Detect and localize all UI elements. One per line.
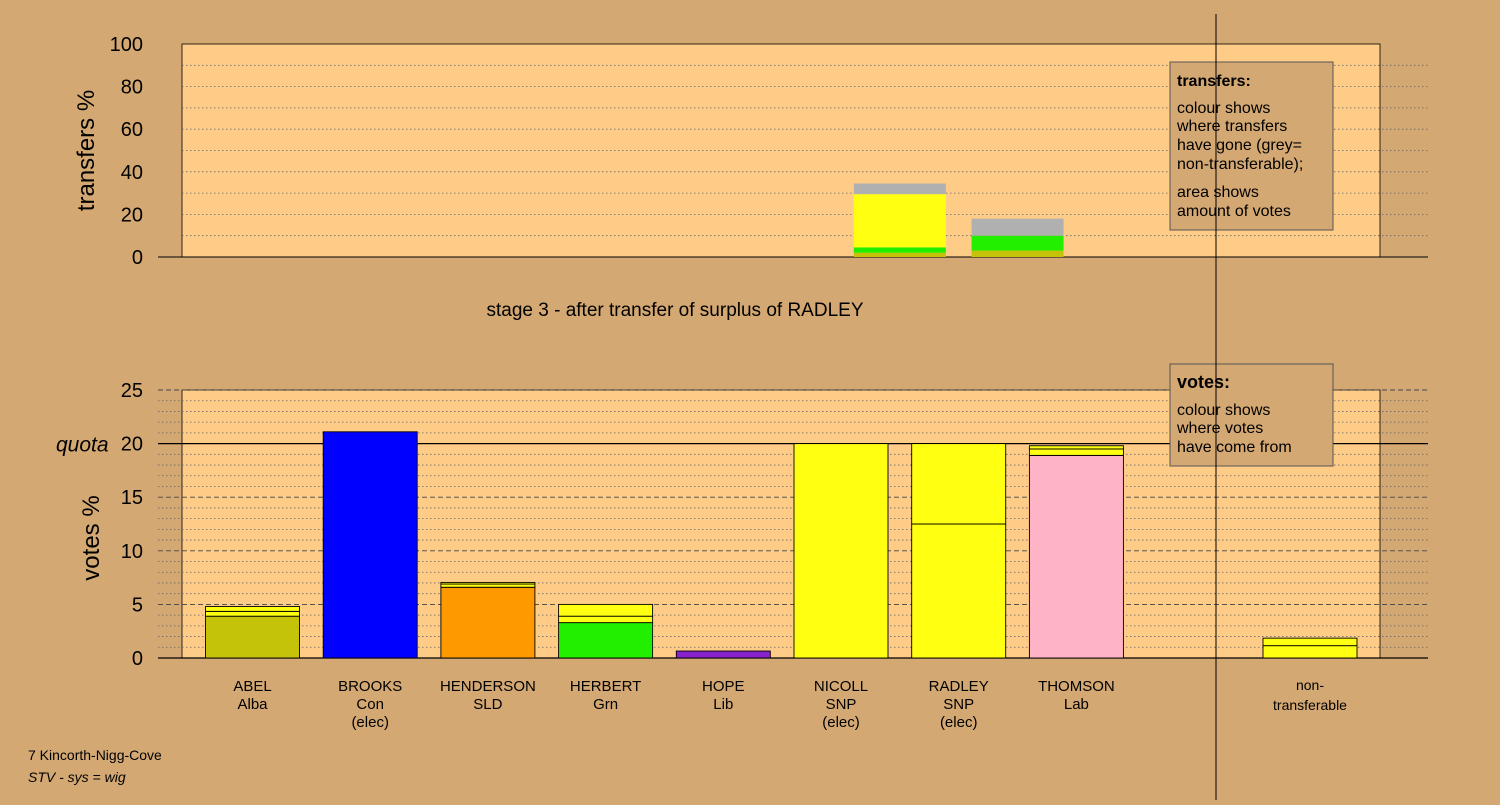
candidate-name-label: ABEL	[233, 678, 271, 695]
vote-segment-SNP	[793, 443, 889, 659]
votes-y-axis-label: votes %	[78, 495, 105, 580]
candidate-bar-radley	[911, 443, 1007, 659]
candidate-name-label: HERBERT	[570, 678, 641, 695]
transfers-legend-line: where transfers	[1176, 118, 1287, 135]
non-transferable-label: transferable	[1273, 697, 1347, 713]
votes-legend-title: votes:	[1177, 372, 1230, 392]
candidate-bar-nicoll	[793, 443, 889, 659]
candidate-name-label: BROOKS	[338, 678, 402, 695]
votes-legend-line: colour shows	[1177, 402, 1270, 419]
transfers-legend-line: colour shows	[1177, 100, 1270, 117]
candidate-status-label: (elec)	[351, 714, 389, 731]
votes-y-tick-label: 5	[132, 594, 143, 616]
candidate-status-label: (elec)	[822, 714, 860, 731]
transfers-y-tick-label: 40	[121, 162, 143, 184]
vote-segment-SNP	[911, 523, 1007, 659]
candidate-party-label: Con	[356, 696, 384, 713]
candidate-name-label: THOMSON	[1038, 678, 1115, 695]
transfers-legend-line: amount of votes	[1177, 203, 1291, 220]
vote-segment-Lib	[675, 650, 771, 659]
quota-label: quota	[56, 434, 109, 457]
transfer-segment-Alba	[853, 252, 946, 257]
transfer-segment-Grn	[971, 235, 1064, 251]
transfers-y-axis-label: transfers %	[73, 90, 100, 211]
vote-segment-SNP	[1028, 445, 1124, 450]
transfer-segment-Alba	[971, 250, 1064, 257]
constituency-label: 7 Kincorth-Nigg-Cove	[28, 747, 162, 763]
candidate-name-label: RADLEY	[929, 678, 989, 695]
votes-y-tick-label: 15	[121, 487, 143, 509]
transfers-legend-title: transfers:	[1177, 73, 1251, 90]
transfers-y-tick-label: 0	[132, 247, 143, 269]
candidate-bar-abel	[205, 606, 300, 659]
candidate-bar-henderson	[440, 581, 536, 659]
transfers-legend-box	[1169, 61, 1334, 231]
candidate-bar-herbert	[558, 603, 654, 659]
candidate-party-label: SNP	[826, 696, 857, 713]
vote-segment-SNP	[205, 606, 300, 612]
vote-segment-Grn	[558, 622, 654, 659]
votes-y-tick-label: 10	[121, 541, 143, 563]
vote-segment-SNP	[558, 603, 654, 617]
candidate-party-label: Alba	[237, 696, 268, 713]
candidate-party-label: SLD	[473, 696, 502, 713]
votes-legend-line: have come from	[1177, 439, 1292, 456]
candidate-name-label: NICOLL	[814, 678, 868, 695]
vote-segment-SNP	[1262, 645, 1358, 659]
transfers-legend-line: non-transferable);	[1177, 156, 1303, 173]
transfers-legend-line: have gone (grey=	[1177, 137, 1302, 154]
transfer-segment-Grn	[853, 247, 946, 253]
vote-segment-Alba	[205, 615, 300, 659]
non-transferable-label: non-	[1296, 677, 1324, 693]
vote-segment-Lab	[1028, 454, 1124, 659]
transfer-segment-non_transferable	[971, 231, 1064, 236]
vote-segment-SNP	[1028, 448, 1124, 456]
candidate-name-label: HOPE	[702, 678, 745, 695]
non-transferable-bar	[1262, 637, 1358, 659]
candidate-name-label: HENDERSON	[440, 678, 536, 695]
vote-segment-SNP	[440, 581, 536, 585]
candidate-bar-thomson	[1028, 445, 1124, 659]
vote-segment-SNP	[440, 583, 536, 588]
candidate-party-label: SNP	[943, 696, 974, 713]
vote-segment-Con	[322, 431, 418, 659]
transfers-y-tick-label: 80	[121, 77, 143, 99]
transfer-segment-SNP	[853, 194, 946, 248]
votes-y-tick-label: 0	[132, 648, 143, 670]
transfers-y-tick-label: 60	[121, 119, 143, 141]
vote-segment-SNP	[911, 443, 1007, 525]
stage-title: stage 3 - after transfer of surplus of R…	[486, 300, 863, 321]
candidate-status-label: (elec)	[940, 714, 978, 731]
system-label: STV - sys = wig	[28, 769, 126, 785]
vote-segment-SNP	[558, 615, 654, 624]
transfers-legend-line: area shows	[1177, 184, 1259, 201]
transfer-bar	[853, 183, 946, 257]
vote-segment-SLD	[440, 586, 536, 659]
votes-y-tick-label: 25	[121, 380, 143, 402]
transfers-y-tick-label: 20	[121, 204, 143, 226]
vote-segment-SNP	[205, 610, 300, 617]
transfers-y-tick-label: 100	[110, 34, 143, 56]
candidate-party-label: Grn	[593, 696, 618, 713]
votes-y-tick-label: 20	[121, 434, 143, 456]
candidate-bar-brooks	[322, 431, 418, 659]
transfer-segment-non_transferable	[971, 218, 1064, 232]
votes-legend-box	[1169, 363, 1334, 467]
candidate-party-label: Lab	[1064, 696, 1089, 713]
transfer-segment-non_transferable	[853, 190, 946, 195]
candidate-party-label: Lib	[713, 696, 733, 713]
vote-segment-SNP	[1262, 637, 1358, 647]
candidate-bar-hope	[675, 650, 771, 659]
transfer-segment-non_transferable	[853, 183, 946, 191]
votes-legend-line: where votes	[1176, 420, 1263, 437]
transfer-bar	[971, 218, 1064, 257]
